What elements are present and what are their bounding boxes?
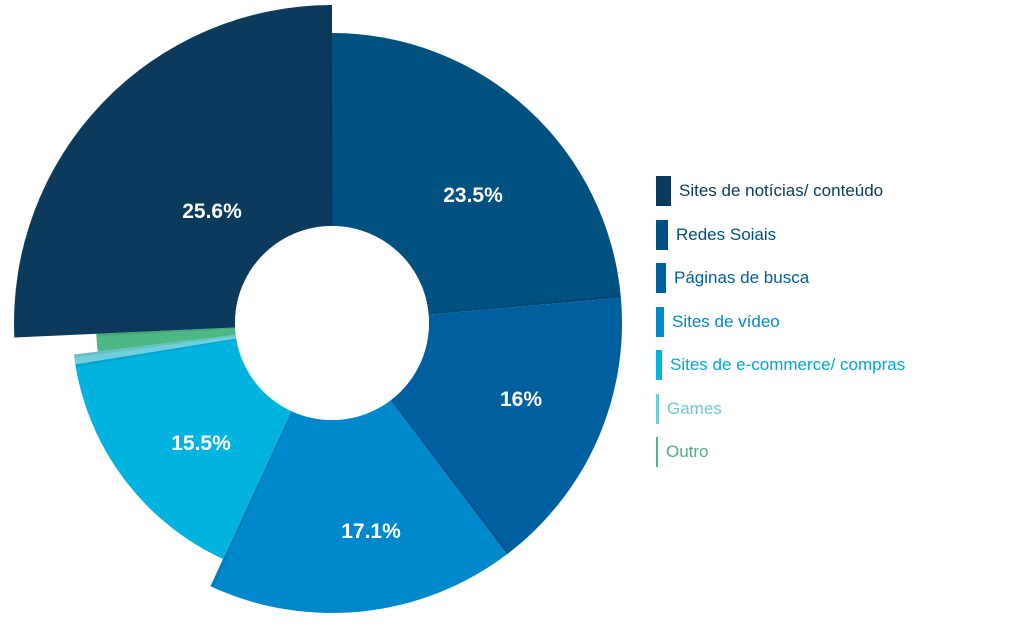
legend-swatch [656,393,659,424]
legend-item-sites-de-e-commerce-compras: Sites de e-commerce/ compras [656,350,905,380]
slice-value-label: 17.1% [341,520,401,543]
slice-sites-de-video [210,400,507,613]
slice-value-label: 16% [500,388,542,411]
slice-edge-outro [96,327,236,337]
legend-swatch [656,219,668,250]
legend-item-paginas-de-busca: Páginas de busca [656,263,809,293]
donut-hole [235,226,429,420]
legend-label: Outro [666,442,709,461]
slice-edge-sites-de-video [210,411,293,588]
slice-edge-redes-soiais [428,294,621,315]
slice-edge-games [73,334,236,358]
legend-label: Páginas de busca [674,268,810,287]
legend-label: Redes Soiais [676,224,777,244]
legend-label: Games [667,398,722,418]
slice-edge-paginas-de-busca [390,399,510,555]
legend-label: Sites de notícias/ conteúdo [679,181,884,200]
legend-swatch [656,176,671,206]
slice-paginas-de-busca [390,297,622,555]
slice-edge-sites-de-noticias-conteudo [328,5,332,227]
slice-value-label: 15.5% [171,432,231,455]
legend-item-games: Games [656,393,722,424]
slice-games [73,334,237,365]
legend-label: Sites de e-commerce/ compras [670,355,906,374]
legend-item-redes-soiais: Redes Soiais [656,219,777,250]
legend-swatch [656,350,662,380]
legend-item-sites-de-video: Sites de vídeo [656,306,780,337]
legend-swatch [656,263,666,293]
slices-group [13,5,622,613]
slice-value-label: 25.6% [182,200,242,223]
slice-value-label: 23.5% [443,184,503,207]
slice-redes-soiais [332,33,621,315]
legend-swatch [656,437,658,467]
legend-item-sites-de-noticias-conteudo: Sites de notícias/ conteúdo [656,176,883,206]
legend-swatch [656,306,664,337]
slice-sites-de-e-commerce-compras [75,338,292,560]
legend-label: Sites de vídeo [672,311,780,331]
slice-sites-de-noticias-conteudo [13,5,332,338]
slice-outro [96,327,236,352]
legend-item-outro: Outro [656,437,709,467]
slice-labels-group: 25.6% 23.5% 16% 17.1% 15.5% [171,184,542,543]
slice-edge-sites-de-e-commerce-compras [75,338,237,368]
